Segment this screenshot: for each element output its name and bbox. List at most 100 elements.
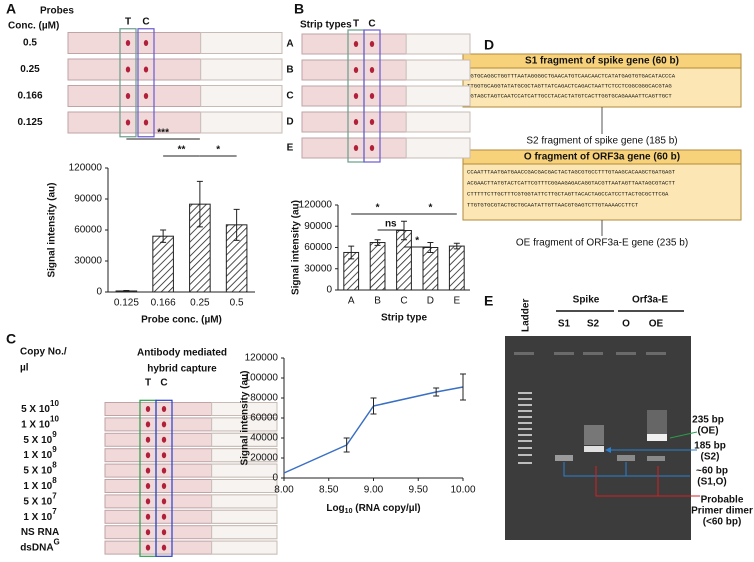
strip-label: 5 X 108 bbox=[23, 461, 57, 477]
strip-label: 1 X 107 bbox=[23, 507, 57, 523]
strip-pad bbox=[405, 33, 471, 55]
band-label: (S2) bbox=[701, 452, 720, 463]
c-label: C bbox=[368, 19, 375, 30]
label-base: 5 X 10 bbox=[23, 434, 52, 445]
y-tick-label: 120000 bbox=[245, 353, 279, 364]
x-tick-label: 0.5 bbox=[230, 298, 244, 309]
y-tick-label: 60000 bbox=[74, 225, 102, 236]
dimer-label: Primer dimer bbox=[691, 506, 753, 517]
test-spot bbox=[145, 529, 151, 536]
control-spot bbox=[161, 513, 167, 520]
x-tick-label: 8.50 bbox=[319, 485, 339, 496]
strip-label: 1 X 108 bbox=[23, 476, 57, 492]
x-title-base: Log bbox=[326, 503, 344, 514]
strip-label: 0.5 bbox=[23, 38, 37, 49]
label-sup: 10 bbox=[50, 415, 59, 424]
oe-title: OE fragment of ORF3a-E gene (235 b) bbox=[516, 238, 688, 249]
x-title-rest: (RNA copy/µl) bbox=[352, 503, 420, 514]
test-spot bbox=[145, 498, 151, 505]
c-box bbox=[363, 29, 381, 163]
test-spot bbox=[145, 406, 151, 412]
control-spot bbox=[161, 498, 167, 505]
control-spot bbox=[369, 93, 375, 99]
significance-label: ** bbox=[178, 145, 186, 156]
error-bar bbox=[160, 229, 167, 243]
y-tick-label: 60000 bbox=[304, 242, 332, 253]
x-tick-label: 9.00 bbox=[364, 485, 384, 496]
strip-label: E bbox=[287, 143, 294, 154]
panel-label: E bbox=[484, 293, 493, 309]
test-spot bbox=[125, 93, 131, 99]
y-tick-label: 60000 bbox=[250, 413, 278, 424]
test-spot bbox=[353, 41, 359, 47]
header: Probes bbox=[40, 6, 74, 17]
label-base: 1 X 10 bbox=[23, 450, 52, 461]
control-spot bbox=[161, 421, 167, 428]
lane-label: S1 bbox=[558, 319, 571, 330]
arrow bbox=[563, 462, 690, 477]
label-base: 1 X 10 bbox=[23, 511, 52, 522]
y-tick-label: 30000 bbox=[304, 263, 332, 274]
significance-label: * bbox=[376, 203, 380, 214]
test-spot bbox=[145, 544, 151, 551]
dimer-label: Probable bbox=[701, 495, 744, 506]
control-spot bbox=[143, 40, 149, 46]
control-spot bbox=[161, 406, 167, 412]
significance-label: * bbox=[415, 236, 419, 247]
header: Copy No./ bbox=[20, 347, 67, 358]
y-tick-label: 90000 bbox=[304, 221, 332, 232]
c-label: C bbox=[142, 17, 149, 28]
strip-pad bbox=[211, 417, 278, 432]
s2-title: S2 fragment of spike gene (185 b) bbox=[526, 136, 677, 147]
t-box bbox=[119, 28, 137, 138]
strip-label: NS RNA bbox=[21, 527, 59, 538]
x-tick-label: D bbox=[427, 296, 434, 307]
strip-pad bbox=[405, 111, 471, 133]
test-spot bbox=[353, 67, 359, 73]
x-axis-title: Strip type bbox=[381, 313, 428, 324]
label-sup: 7 bbox=[52, 507, 57, 516]
y-tick-label: 120000 bbox=[299, 200, 333, 211]
group-label: Orf3a-E bbox=[632, 295, 668, 306]
test-spot bbox=[125, 66, 131, 73]
label-base: 1 X 10 bbox=[23, 481, 52, 492]
sequence: CGTGCAGGCTGGTTTAATAGGGGCTGAACATGTCAACAAC… bbox=[467, 72, 676, 79]
error-bar bbox=[343, 437, 350, 453]
strip-label: A bbox=[286, 39, 293, 50]
y-tick-label: 30000 bbox=[74, 256, 102, 267]
strip-pad bbox=[211, 494, 278, 509]
x-tick-label: 0.125 bbox=[114, 298, 139, 309]
c-box bbox=[137, 28, 155, 138]
significance-label: ns bbox=[385, 219, 397, 230]
error-bar bbox=[453, 242, 460, 250]
x-tick-label: 9.50 bbox=[409, 485, 429, 496]
x-tick-label: 0.166 bbox=[151, 298, 176, 309]
strip-pad bbox=[405, 137, 471, 159]
control-spot bbox=[143, 119, 149, 126]
ladder-bands bbox=[518, 392, 532, 464]
strip-label: 1 X 1010 bbox=[21, 415, 59, 431]
label-sup: 7 bbox=[52, 492, 57, 501]
sequence: TTGGTGCAGGTATATGCGCTAGTTATCAGACTCAGACTAA… bbox=[467, 82, 672, 89]
strip-label: 5 X 109 bbox=[23, 430, 57, 446]
test-spot bbox=[125, 119, 131, 126]
label-base: 5 X 10 bbox=[23, 465, 52, 476]
strip-label: 1 X 109 bbox=[23, 445, 57, 461]
y-tick-label: 100000 bbox=[245, 373, 279, 384]
lane-label: S2 bbox=[587, 319, 600, 330]
strip-label: dsDNAG bbox=[20, 538, 60, 554]
control-spot bbox=[161, 529, 167, 536]
x-tick-label: 0.25 bbox=[190, 298, 210, 309]
ladder-label: Ladder bbox=[521, 299, 532, 332]
x-tick-label: C bbox=[400, 296, 407, 307]
significance-label: * bbox=[428, 203, 432, 214]
sequence: TTGTGTGCGTACTGCTGCAATATTGTTAACGTGAGTCTTG… bbox=[467, 201, 639, 208]
title: Antibody mediated bbox=[137, 348, 227, 359]
strip-pad bbox=[211, 479, 278, 493]
y-tick-label: 0 bbox=[326, 285, 332, 296]
test-spot bbox=[145, 421, 151, 428]
error-bar bbox=[370, 397, 377, 415]
strip-pad bbox=[211, 540, 278, 555]
strip-label: D bbox=[286, 117, 293, 128]
strip-pad bbox=[405, 85, 471, 107]
